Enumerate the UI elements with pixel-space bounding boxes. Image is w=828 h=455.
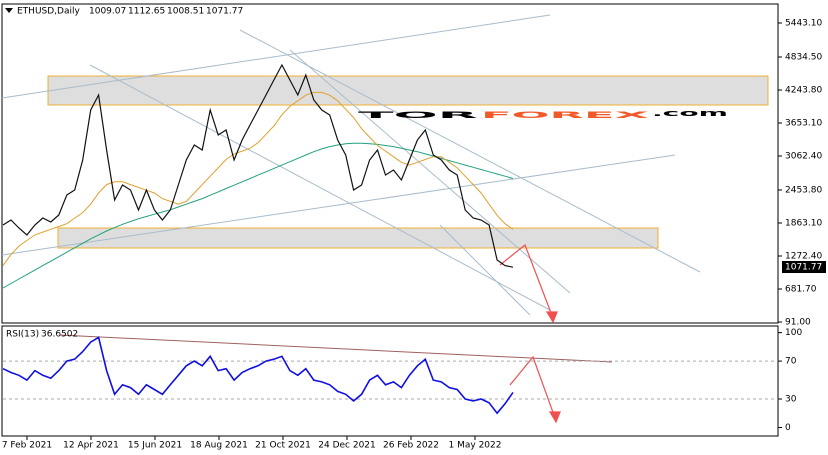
y-tick-label: 91.00 <box>785 318 811 328</box>
y-tick-label: 3653.10 <box>785 118 822 128</box>
trend-line <box>239 29 701 273</box>
x-tick-label: 21 Oct 2021 <box>255 441 311 451</box>
main-panel <box>1 3 779 324</box>
chart-title: ETHUSD,Daily <box>17 7 80 17</box>
watermark-tor: TOR <box>358 111 478 121</box>
trend-lines <box>1 14 701 363</box>
x-tick-label: 15 Jun 2021 <box>128 441 182 451</box>
y-tick-label: 4243.80 <box>785 85 822 95</box>
y-tick-label: 1863.10 <box>785 218 822 228</box>
y-tick-label: 681.70 <box>785 284 817 294</box>
low-value: 1008.51 <box>167 7 204 17</box>
rsi-trend-line <box>59 334 613 363</box>
rsi-tick-label: 70 <box>785 357 797 367</box>
arrow-head <box>548 411 561 424</box>
x-tick-label: 12 Apr 2021 <box>63 441 119 451</box>
trend-line <box>439 224 531 316</box>
rsi-current: 36.6502 <box>41 330 78 340</box>
rsi-panel <box>1 325 779 437</box>
support-zone <box>57 227 659 249</box>
y-tick-label: 1272.40 <box>785 251 822 261</box>
x-tick-label: 24 Dec 2021 <box>318 441 376 451</box>
close-value: 1071.77 <box>206 7 243 17</box>
trend-line <box>89 64 551 311</box>
rsi-line <box>2 336 514 415</box>
x-tick-label: 7 Feb 2021 <box>2 441 52 451</box>
y-tick-label: 3062.40 <box>785 151 822 161</box>
x-tick-label: 18 Aug 2021 <box>190 441 248 451</box>
moving-average <box>2 142 514 289</box>
trend-line <box>289 49 571 294</box>
trend-line <box>1 14 551 99</box>
forecast-arrow <box>499 244 554 319</box>
resistance-zone <box>47 75 769 106</box>
watermark-forex: FOREX <box>481 111 649 121</box>
forecast-arrows <box>499 244 561 424</box>
forecast-arrow <box>509 355 556 419</box>
trend-line <box>1 154 676 256</box>
rsi-label: RSI(13) <box>6 330 39 340</box>
rsi-tick-label: 100 <box>785 328 802 338</box>
price-line <box>2 63 514 268</box>
open-value: 1009.07 <box>89 7 126 17</box>
y-tick-label: 2453.80 <box>785 185 822 195</box>
high-value: 1112.65 <box>128 7 165 17</box>
rsi-tick-label: 0 <box>785 423 791 433</box>
header-icon <box>5 8 13 13</box>
y-tick-label: 5443.10 <box>785 18 822 28</box>
x-tick-label: 26 Feb 2022 <box>383 441 439 451</box>
price-tag <box>782 261 826 273</box>
y-tick-label: 4834.50 <box>785 52 822 62</box>
arrow-head <box>545 311 558 324</box>
watermark-com: .com <box>652 109 728 119</box>
rsi-tick-label: 30 <box>785 395 797 405</box>
moving-average <box>2 91 514 266</box>
current-price: 1071.77 <box>785 263 822 273</box>
x-tick-label: 1 May 2022 <box>449 441 502 451</box>
